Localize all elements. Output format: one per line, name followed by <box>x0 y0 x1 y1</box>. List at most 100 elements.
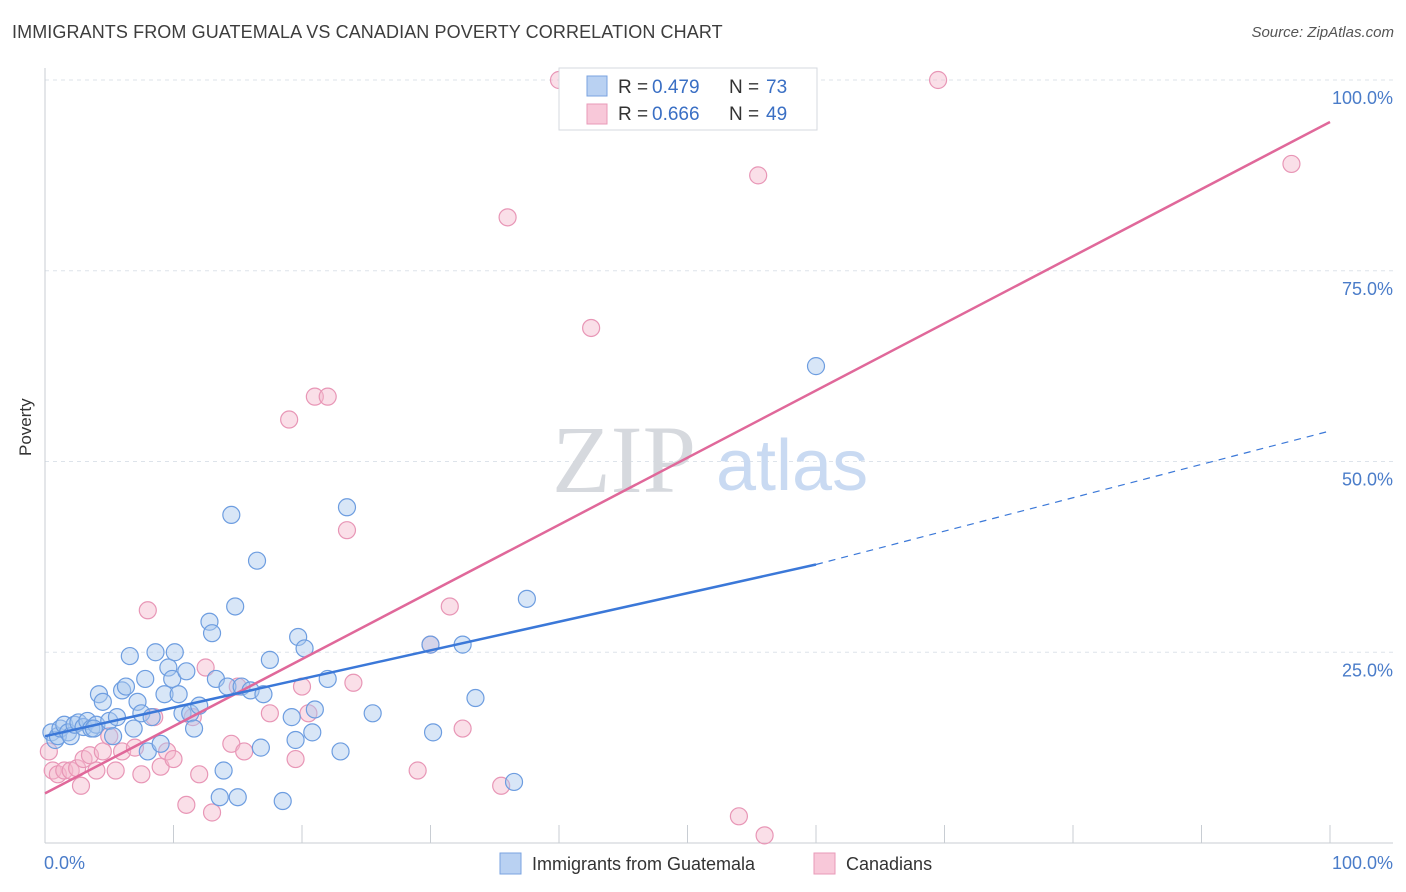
data-point-canadians <box>39 742 58 761</box>
data-point-guatemala <box>423 723 443 742</box>
data-point-guatemala <box>151 734 170 753</box>
data-point-guatemala <box>517 589 536 608</box>
data-point-guatemala <box>200 612 219 631</box>
data-point-guatemala <box>116 677 136 696</box>
data-point-canadians <box>106 761 125 780</box>
trend-line-guatemala <box>44 563 817 738</box>
axes <box>44 68 1393 844</box>
data-point-canadians <box>755 826 774 845</box>
data-point-canadians <box>132 765 151 784</box>
data-point-canadians <box>582 318 601 338</box>
data-point-guatemala <box>177 662 196 681</box>
data-point-canadians <box>202 803 222 822</box>
data-point-guatemala <box>184 719 204 738</box>
data-point-canadians <box>235 742 254 761</box>
legend-r-label-1: R = <box>618 77 648 98</box>
data-point-guatemala <box>254 685 273 704</box>
watermark-atlas: atlas <box>716 426 868 506</box>
x-tick-label: 0.0% <box>44 853 85 873</box>
legend-swatch-pink <box>586 103 608 125</box>
data-point-canadians <box>280 410 299 429</box>
legend-label-canadians: Canadians <box>846 854 932 874</box>
data-point-guatemala <box>104 727 123 746</box>
legend-swatch-blue <box>586 75 608 97</box>
data-point-canadians <box>71 776 91 795</box>
x-tick-label: 100.0% <box>1332 853 1393 873</box>
legend-n-label-2: N = <box>729 104 759 125</box>
data-point-guatemala <box>251 738 270 757</box>
data-point-guatemala <box>128 692 147 711</box>
data-point-canadians <box>260 704 279 723</box>
data-point-guatemala <box>806 357 826 376</box>
data-point-canadians <box>157 742 177 761</box>
data-point-guatemala <box>120 646 139 666</box>
data-point-guatemala <box>289 627 308 647</box>
data-point-canadians <box>318 387 337 406</box>
data-point-guatemala <box>226 597 245 616</box>
data-point-guatemala <box>107 708 127 727</box>
data-point-guatemala <box>282 708 301 727</box>
legend-n-value-1: 73 <box>766 77 787 98</box>
legend-r-label-2: R = <box>618 104 648 125</box>
data-point-guatemala <box>303 723 322 742</box>
series-legend: Immigrants from Guatemala Canadians <box>499 852 932 875</box>
data-point-canadians <box>440 597 459 616</box>
data-point-guatemala <box>337 498 357 517</box>
data-point-guatemala <box>305 700 324 719</box>
source-label: Source: ZipAtlas.com <box>1251 24 1394 41</box>
data-point-canadians <box>453 719 472 738</box>
data-point-canadians <box>177 795 196 814</box>
data-point-canadians <box>498 208 517 227</box>
data-point-canadians <box>305 387 324 406</box>
y-tick-label: 25.0% <box>1342 660 1393 680</box>
data-point-guatemala <box>286 730 305 750</box>
data-point-guatemala <box>124 719 143 738</box>
legend-swatch-guatemala <box>499 852 522 875</box>
data-point-guatemala <box>260 650 279 669</box>
data-point-guatemala <box>146 643 165 662</box>
data-point-guatemala <box>214 761 233 780</box>
data-point-guatemala <box>222 505 241 525</box>
data-point-canadians <box>337 521 357 540</box>
data-point-guatemala <box>169 685 188 704</box>
series-guatemala-points <box>42 357 826 811</box>
data-point-canadians <box>749 166 768 185</box>
data-point-canadians <box>138 601 157 620</box>
legend-n-value-2: 49 <box>766 104 787 125</box>
y-tick-label: 75.0% <box>1342 279 1393 299</box>
series-canadians-points <box>39 70 1301 845</box>
data-point-canadians <box>286 749 305 769</box>
data-point-guatemala <box>210 788 229 807</box>
data-point-canadians <box>1282 154 1301 174</box>
data-point-guatemala <box>159 658 178 677</box>
legend-swatch-canadians <box>813 852 836 875</box>
data-point-guatemala <box>504 772 524 792</box>
data-point-canadians <box>196 658 215 677</box>
y-tick-label: 50.0% <box>1342 470 1393 490</box>
watermark-zip: ZIP <box>552 406 696 513</box>
data-point-guatemala <box>363 704 382 723</box>
data-point-canadians <box>93 742 112 761</box>
legend-r-value-1: 0.479 <box>652 77 700 98</box>
data-point-guatemala <box>228 788 247 807</box>
data-point-canadians <box>190 765 209 784</box>
data-point-guatemala <box>93 692 112 711</box>
data-point-guatemala <box>84 719 103 738</box>
data-point-guatemala <box>273 791 292 811</box>
watermark: ZIP atlas <box>552 406 868 513</box>
chart-title: IMMIGRANTS FROM GUATEMALA VS CANADIAN PO… <box>12 22 723 42</box>
grid-lines <box>45 79 1393 653</box>
stats-legend: R = 0.479 N = 73 R = 0.666 N = 49 <box>558 67 818 131</box>
data-point-guatemala <box>155 685 174 704</box>
data-point-guatemala <box>136 669 155 689</box>
data-point-guatemala <box>247 551 267 570</box>
data-point-canadians <box>928 70 948 90</box>
trend-line-guatemala-extension <box>815 430 1331 566</box>
legend-n-label-1: N = <box>729 77 759 98</box>
data-point-guatemala <box>163 669 182 689</box>
tick-labels: 100.0% 75.0% 50.0% 25.0% 0.0% 100.0% <box>44 88 1393 873</box>
data-point-canadians <box>729 807 749 826</box>
data-point-canadians <box>344 673 363 692</box>
y-tick-label: 100.0% <box>1332 88 1393 108</box>
